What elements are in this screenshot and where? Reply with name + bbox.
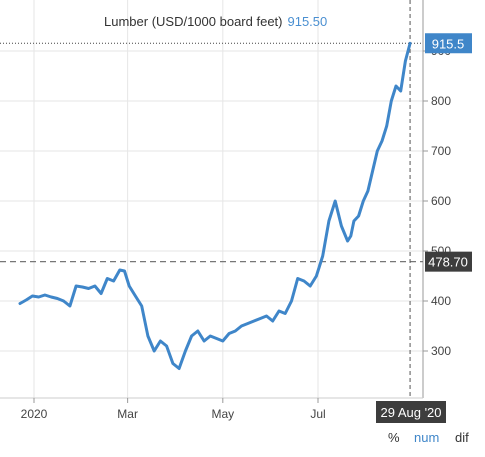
crosshair-date-tag-text: 29 Aug '20 (380, 405, 441, 420)
reference-value-tag: 478.70 (425, 251, 472, 272)
number-mode-button[interactable]: num (414, 430, 440, 445)
y-tick-label: 400 (431, 294, 451, 308)
x-tick-label: Mar (117, 407, 138, 421)
y-tick-label: 300 (431, 344, 451, 358)
last-value-tag: 915.5 (425, 33, 472, 54)
reference-value-tag-text: 478.70 (428, 255, 468, 270)
title-text: Lumber (USD/1000 board feet) (104, 14, 282, 29)
last-value-tag-bg (425, 33, 472, 54)
crosshair-date-tag-bg (376, 401, 446, 423)
x-tick-label: Jul (310, 407, 325, 421)
y-tick-label: 700 (431, 144, 451, 158)
y-tick-label: 800 (431, 94, 451, 108)
difference-mode-button[interactable]: dif (455, 430, 469, 445)
crosshair-date-tag: 29 Aug '20 (376, 401, 446, 423)
y-axis-ticks: 300400500600700800900 (423, 44, 451, 358)
x-tick-label: 2020 (21, 407, 48, 421)
title-value: 915.50 (287, 14, 327, 29)
grid-lines (0, 0, 423, 398)
x-axis-ticks: 2020 Mar May Jul (21, 398, 326, 421)
chart-title: Lumber (USD/1000 board feet) 915.50 (104, 14, 327, 29)
series-line (18, 41, 412, 370)
x-tick-label: May (211, 407, 234, 421)
y-tick-label: 600 (431, 194, 451, 208)
percent-mode-button[interactable]: % (388, 430, 400, 445)
last-value-tag-text: 915.5 (432, 36, 465, 51)
reference-value-tag-bg (425, 251, 472, 272)
